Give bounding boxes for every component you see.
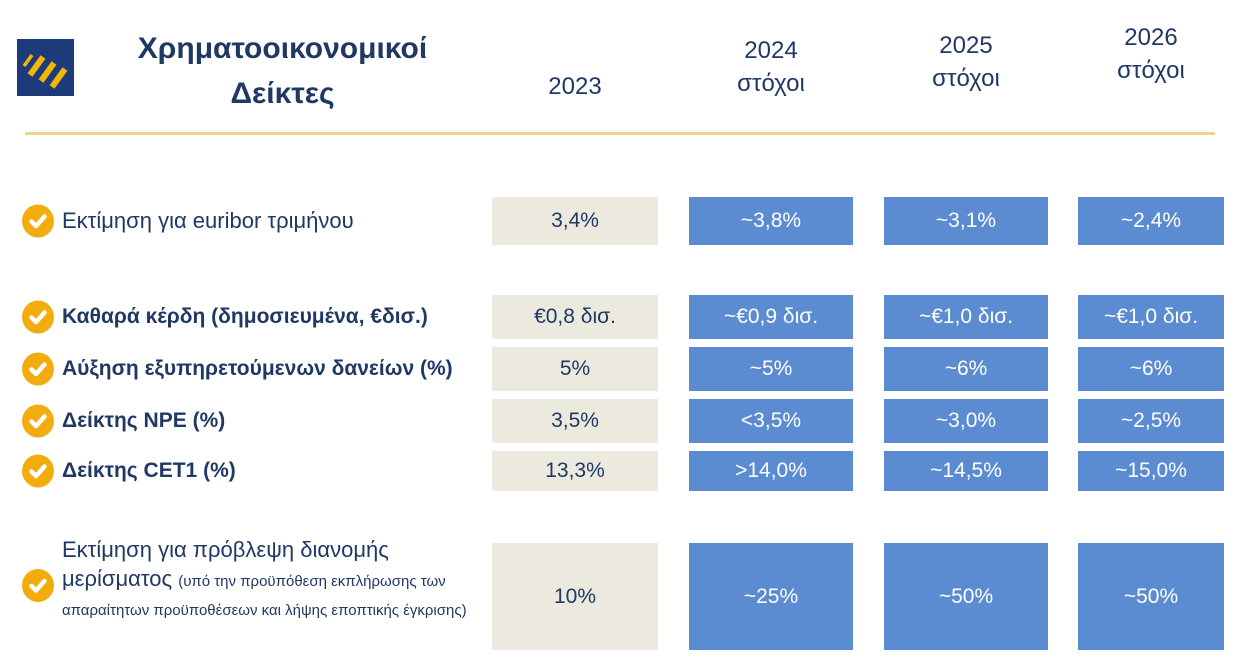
column-header-2025-sub: στόχοι	[932, 65, 1000, 92]
page-title-line1: Χρηματοοικονομικοί	[137, 32, 428, 65]
check-circle-icon	[22, 404, 54, 438]
cell-npe-2025-target: ~3,0%	[884, 399, 1048, 443]
cell-loan-growth-2024-target: ~5%	[689, 347, 853, 391]
check-circle-icon	[22, 569, 54, 602]
row-label: Δείκτης CET1 (%)	[62, 459, 236, 482]
cell-net-profit-2025-target: ~€1,0 δισ.	[884, 295, 1048, 339]
page-title: Χρηματοοικονομικοί Δείκτες	[95, 26, 470, 116]
row-net-profit: Καθαρά κέρδη (δημοσιευμένα, €δισ.) €0,8 …	[0, 295, 1234, 339]
cell-npe-2026-target: ~2,5%	[1078, 399, 1224, 443]
row-euribor-estimate: Εκτίμηση για euribor τριμήνου 3,4% ~3,8%…	[0, 197, 1234, 245]
column-header-2025-year: 2025	[939, 32, 993, 59]
row-dividend-payout: Εκτίμηση για πρόβλεψη διανομής μερίσματο…	[0, 537, 1234, 650]
row-npe-ratio: Δείκτης NPE (%) 3,5% <3,5% ~3,0% ~2,5%	[0, 399, 1234, 443]
check-circle-icon	[22, 204, 54, 238]
row-cet1-ratio: Δείκτης CET1 (%) 13,3% >14,0% ~14,5% ~15…	[0, 451, 1234, 491]
column-header-2026-year: 2026	[1124, 24, 1178, 51]
cell-loan-growth-2023-actual: 5%	[492, 347, 658, 391]
cell-cet1-2026-target: ~15,0%	[1078, 451, 1224, 491]
cell-net-profit-2026-target: ~€1,0 δισ.	[1078, 295, 1224, 339]
column-header-2024-sub: στόχοι	[737, 70, 805, 97]
row-label: Καθαρά κέρδη (δημοσιευμένα, €δισ.)	[62, 305, 428, 328]
cell-euribor-2023-actual: 3,4%	[492, 197, 658, 245]
row-loan-growth: Αύξηση εξυπηρετούμενων δανείων (%) 5% ~5…	[0, 347, 1234, 391]
cell-dividend-2025-target: ~50%	[884, 543, 1048, 650]
cell-loan-growth-2026-target: ~6%	[1078, 347, 1224, 391]
cell-net-profit-2023-actual: €0,8 δισ.	[492, 295, 658, 339]
cell-cet1-2024-target: >14,0%	[689, 451, 853, 491]
column-header-2024: 2024 στόχοι	[689, 34, 853, 100]
column-header-2026: 2026 στόχοι	[1078, 21, 1224, 87]
cell-euribor-2025-target: ~3,1%	[884, 197, 1048, 245]
row-label-note: (υπό την προϋπόθεση εκπλήρωσης των απαρα…	[62, 573, 467, 620]
check-circle-icon	[22, 454, 54, 488]
cell-euribor-2026-target: ~2,4%	[1078, 197, 1224, 245]
gold-divider-line	[25, 132, 1215, 135]
column-header-2026-sub: στόχοι	[1117, 57, 1185, 84]
cell-net-profit-2024-target: ~€0,9 δισ.	[689, 295, 853, 339]
column-header-2023: 2023	[492, 70, 658, 103]
cell-cet1-2023-actual: 13,3%	[492, 451, 658, 491]
check-circle-icon	[22, 352, 54, 386]
row-label-main: Εκτίμηση για πρόβλεψη διανομής μερίσματο…	[62, 537, 389, 592]
cell-dividend-2024-target: ~25%	[689, 543, 853, 650]
page-title-line2: Δείκτες	[230, 77, 335, 110]
row-label: Αύξηση εξυπηρετούμενων δανείων (%)	[62, 357, 453, 380]
cell-npe-2023-actual: 3,5%	[492, 399, 658, 443]
cell-dividend-2023-actual: 10%	[492, 543, 658, 650]
cell-euribor-2024-target: ~3,8%	[689, 197, 853, 245]
row-label: Δείκτης NPE (%)	[62, 409, 226, 432]
column-header-2024-year: 2024	[744, 37, 798, 64]
cell-npe-2024-target: <3,5%	[689, 399, 853, 443]
column-header-2023-year: 2023	[548, 73, 602, 100]
cell-cet1-2025-target: ~14,5%	[884, 451, 1048, 491]
column-header-2025: 2025 στόχοι	[884, 29, 1048, 95]
row-label: Εκτίμηση για euribor τριμήνου	[62, 208, 354, 233]
row-label: Εκτίμηση για πρόβλεψη διανομής μερίσματο…	[62, 535, 474, 622]
cell-dividend-2026-target: ~50%	[1078, 543, 1224, 650]
cell-loan-growth-2025-target: ~6%	[884, 347, 1048, 391]
check-circle-icon	[22, 300, 54, 334]
piraeus-bank-logo-icon	[17, 39, 74, 96]
